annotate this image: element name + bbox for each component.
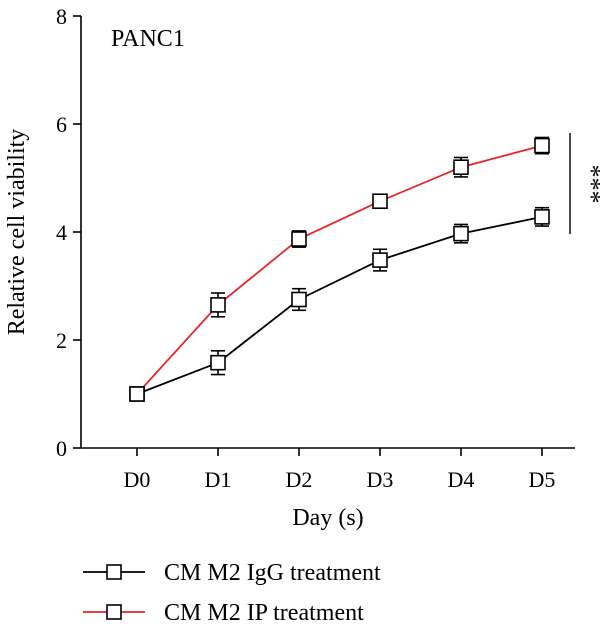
legend-label: CM M2 IP treatment [164, 600, 364, 626]
legend: CM M2 IgG treatment CM M2 IP treatment [83, 560, 381, 626]
legend-label: CM M2 IgG treatment [164, 560, 381, 586]
significance-stars: *** [577, 165, 600, 204]
data-point [372, 252, 388, 268]
series-line [136, 215, 543, 395]
x-ticks: D0 D1 D2 D3 D4 D5 [124, 448, 556, 492]
x-tick-label: D4 [448, 467, 475, 492]
data-point [453, 159, 469, 175]
data-point [210, 297, 226, 313]
data-point [534, 209, 550, 225]
data-point [453, 225, 469, 242]
x-tick-label: D5 [529, 467, 556, 492]
y-tick-label: 6 [56, 112, 67, 137]
y-axis-title: Relative cell viability [4, 129, 30, 336]
x-axis-title: Day (s) [292, 505, 363, 531]
series-1 [129, 136, 550, 402]
x-tick-label: D1 [205, 467, 232, 492]
x-tick-label: D3 [367, 467, 394, 492]
y-tick-label: 4 [56, 220, 67, 245]
y-tick-label: 2 [56, 328, 67, 353]
data-point [291, 291, 307, 308]
data-point [291, 231, 307, 247]
panel-label: PANC1 [111, 26, 185, 52]
axes [80, 16, 575, 449]
data-point [372, 193, 388, 210]
data-point [534, 137, 550, 154]
legend-item: CM M2 IgG treatment [83, 560, 381, 586]
y-tick-label: 8 [56, 4, 67, 29]
series-0 [129, 206, 550, 402]
y-ticks: 0 2 4 6 8 [56, 4, 81, 461]
significance-marker: *** [569, 133, 600, 234]
x-tick-label: D0 [124, 467, 151, 492]
data-point [129, 386, 145, 402]
legend-marker [106, 564, 122, 580]
legend-item: CM M2 IP treatment [83, 600, 364, 626]
data-point [210, 354, 226, 371]
legend-marker [106, 604, 122, 620]
y-tick-label: 0 [56, 436, 67, 461]
series-layer [129, 136, 550, 402]
x-tick-label: D2 [286, 467, 313, 492]
series-line [136, 144, 543, 395]
